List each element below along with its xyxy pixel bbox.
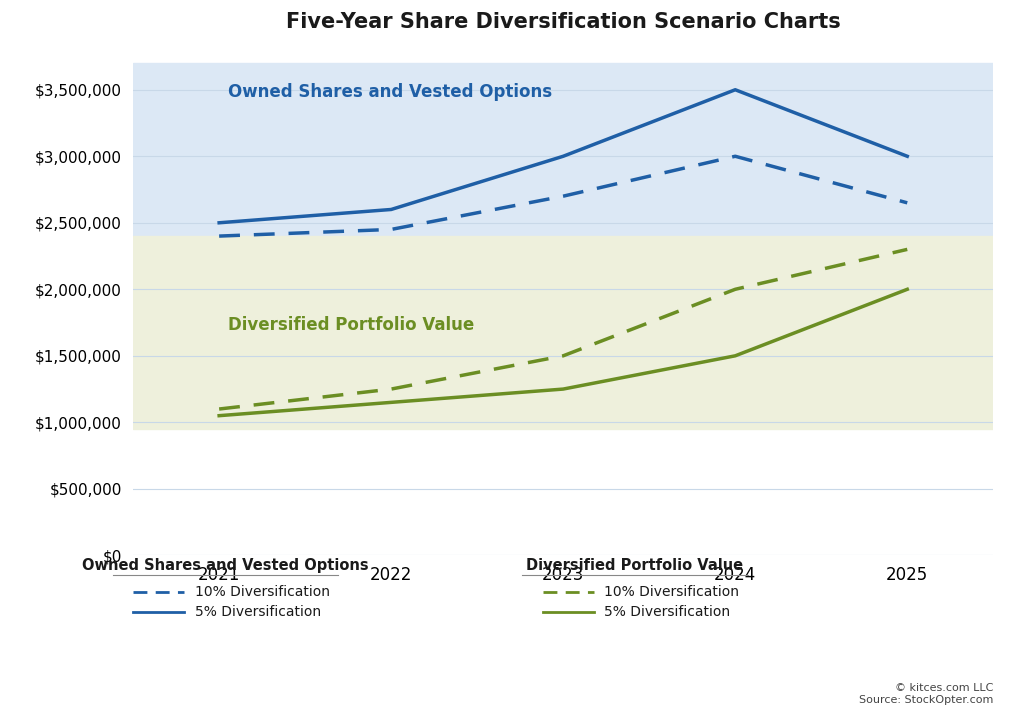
Bar (133, 63, 993, 249)
Text: 10% Diversification: 10% Diversification (195, 585, 330, 600)
Title: Five-Year Share Diversification Scenario Charts: Five-Year Share Diversification Scenario… (286, 11, 841, 31)
Text: 10% Diversification: 10% Diversification (604, 585, 739, 600)
Text: 5% Diversification: 5% Diversification (604, 605, 730, 619)
Text: Owned Shares and Vested Options: Owned Shares and Vested Options (227, 83, 552, 101)
Text: © kitces.com LLC
Source: StockOpter.com: © kitces.com LLC Source: StockOpter.com (859, 684, 993, 705)
Text: Diversified Portfolio Value: Diversified Portfolio Value (227, 316, 474, 334)
Bar (133, 236, 993, 429)
Text: 5% Diversification: 5% Diversification (195, 605, 321, 619)
Text: Owned Shares and Vested Options: Owned Shares and Vested Options (82, 558, 369, 573)
Text: Diversified Portfolio Value: Diversified Portfolio Value (526, 558, 743, 573)
